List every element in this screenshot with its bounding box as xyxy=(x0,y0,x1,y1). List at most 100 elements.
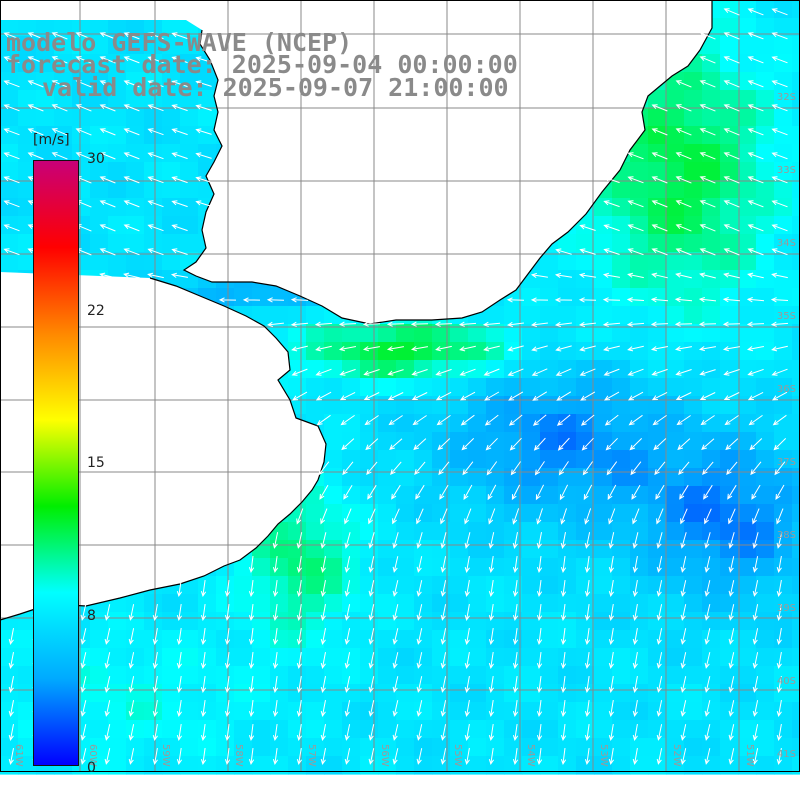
wind-arrow xyxy=(675,392,692,400)
speed-cell xyxy=(666,252,685,271)
speed-cell xyxy=(666,216,685,235)
speed-cell xyxy=(468,738,487,757)
speed-cell xyxy=(504,342,523,361)
wind-arrow xyxy=(776,604,782,622)
wind-arrow xyxy=(200,676,207,694)
speed-cell xyxy=(450,522,469,541)
graticule xyxy=(0,0,800,772)
wind-arrow xyxy=(362,346,380,352)
wind-arrow xyxy=(560,748,567,766)
speed-cell xyxy=(432,432,451,451)
speed-cell xyxy=(270,306,289,325)
wind-arrow xyxy=(680,532,687,549)
speed-cell xyxy=(702,216,721,235)
speed-cell xyxy=(666,234,685,253)
speed-cell xyxy=(684,576,703,595)
speed-cell xyxy=(756,252,775,271)
wind-arrow xyxy=(438,461,450,476)
speed-cell xyxy=(504,756,523,775)
wind-arrow xyxy=(320,652,326,670)
model-title: modelo GEFS-WAVE (NCEP) xyxy=(6,28,353,57)
wind-arrow xyxy=(675,272,692,279)
speed-cell xyxy=(198,144,217,163)
speed-cell xyxy=(468,360,487,379)
speed-cell xyxy=(108,612,127,631)
speed-cell xyxy=(594,396,613,415)
latitude-label: 40S xyxy=(777,676,796,687)
speed-cell xyxy=(720,414,739,433)
speed-cell xyxy=(450,576,469,595)
wind-arrow xyxy=(488,724,495,742)
speed-cell xyxy=(648,450,667,469)
speed-cell xyxy=(0,684,19,703)
speed-cell xyxy=(18,648,37,667)
speed-cell xyxy=(450,594,469,613)
speed-cell xyxy=(792,522,800,541)
wind-arrow xyxy=(578,272,596,279)
speed-cell xyxy=(738,108,757,127)
speed-cell xyxy=(684,486,703,505)
speed-cell xyxy=(756,162,775,181)
speed-cell xyxy=(774,756,793,775)
speed-cell xyxy=(756,198,775,217)
speed-cell xyxy=(738,54,757,73)
speed-cell xyxy=(306,378,325,397)
wind-arrow xyxy=(699,176,716,184)
wind-arrow xyxy=(176,724,183,742)
wind-arrow xyxy=(652,414,667,426)
speed-cell xyxy=(666,684,685,703)
speed-cell xyxy=(774,594,793,613)
speed-cell xyxy=(540,648,559,667)
speed-cell xyxy=(342,450,361,469)
wind-arrow xyxy=(176,580,183,598)
wind-arrow xyxy=(462,461,474,476)
speed-cell xyxy=(720,162,739,181)
speed-cell xyxy=(738,252,757,271)
speed-cell xyxy=(774,54,793,73)
wind-arrow xyxy=(416,508,424,525)
speed-cell xyxy=(504,594,523,613)
speed-cell xyxy=(18,180,37,199)
wind-arrow xyxy=(680,580,687,597)
wind-arrow xyxy=(680,604,687,621)
speed-cell xyxy=(576,594,595,613)
wind-arrow xyxy=(560,628,567,646)
speed-cell xyxy=(180,666,199,685)
wind-arrow xyxy=(411,392,428,400)
speed-cell xyxy=(630,738,649,757)
speed-cell xyxy=(198,576,217,595)
wind-arrow xyxy=(651,152,668,160)
forecast-date: forecast date: 2025-09-04 00:00:00 xyxy=(6,50,518,79)
speed-cell xyxy=(252,666,271,685)
wind-arrow xyxy=(80,628,87,645)
speed-cell xyxy=(576,378,595,397)
wind-arrow xyxy=(560,556,567,574)
wind-arrow xyxy=(747,272,764,279)
speed-cell xyxy=(216,756,235,775)
longitude-label: 52W xyxy=(671,744,682,767)
wind-arrow xyxy=(656,676,663,693)
speed-cell xyxy=(378,342,397,361)
wind-arrow xyxy=(654,461,666,476)
speed-cell xyxy=(756,72,775,91)
wind-arrow xyxy=(560,652,567,670)
wind-arrow xyxy=(536,556,543,574)
speed-cell xyxy=(612,270,631,289)
speed-cell xyxy=(396,630,415,649)
speed-cell xyxy=(216,720,235,739)
wind-arrow xyxy=(608,532,615,549)
speed-cell xyxy=(594,540,613,559)
speed-cell xyxy=(738,558,757,577)
speed-cell xyxy=(720,342,739,361)
speed-cell xyxy=(288,360,307,379)
speed-cell xyxy=(558,414,577,433)
speed-cell xyxy=(324,576,343,595)
speed-cell xyxy=(702,324,721,343)
wind-arrow xyxy=(128,676,135,693)
longitude-label: 59W xyxy=(160,744,171,767)
speed-cell xyxy=(18,108,37,127)
wind-arrow xyxy=(3,152,20,160)
speed-cell xyxy=(360,396,379,415)
speed-cell xyxy=(378,612,397,631)
wind-arrow xyxy=(272,628,279,646)
